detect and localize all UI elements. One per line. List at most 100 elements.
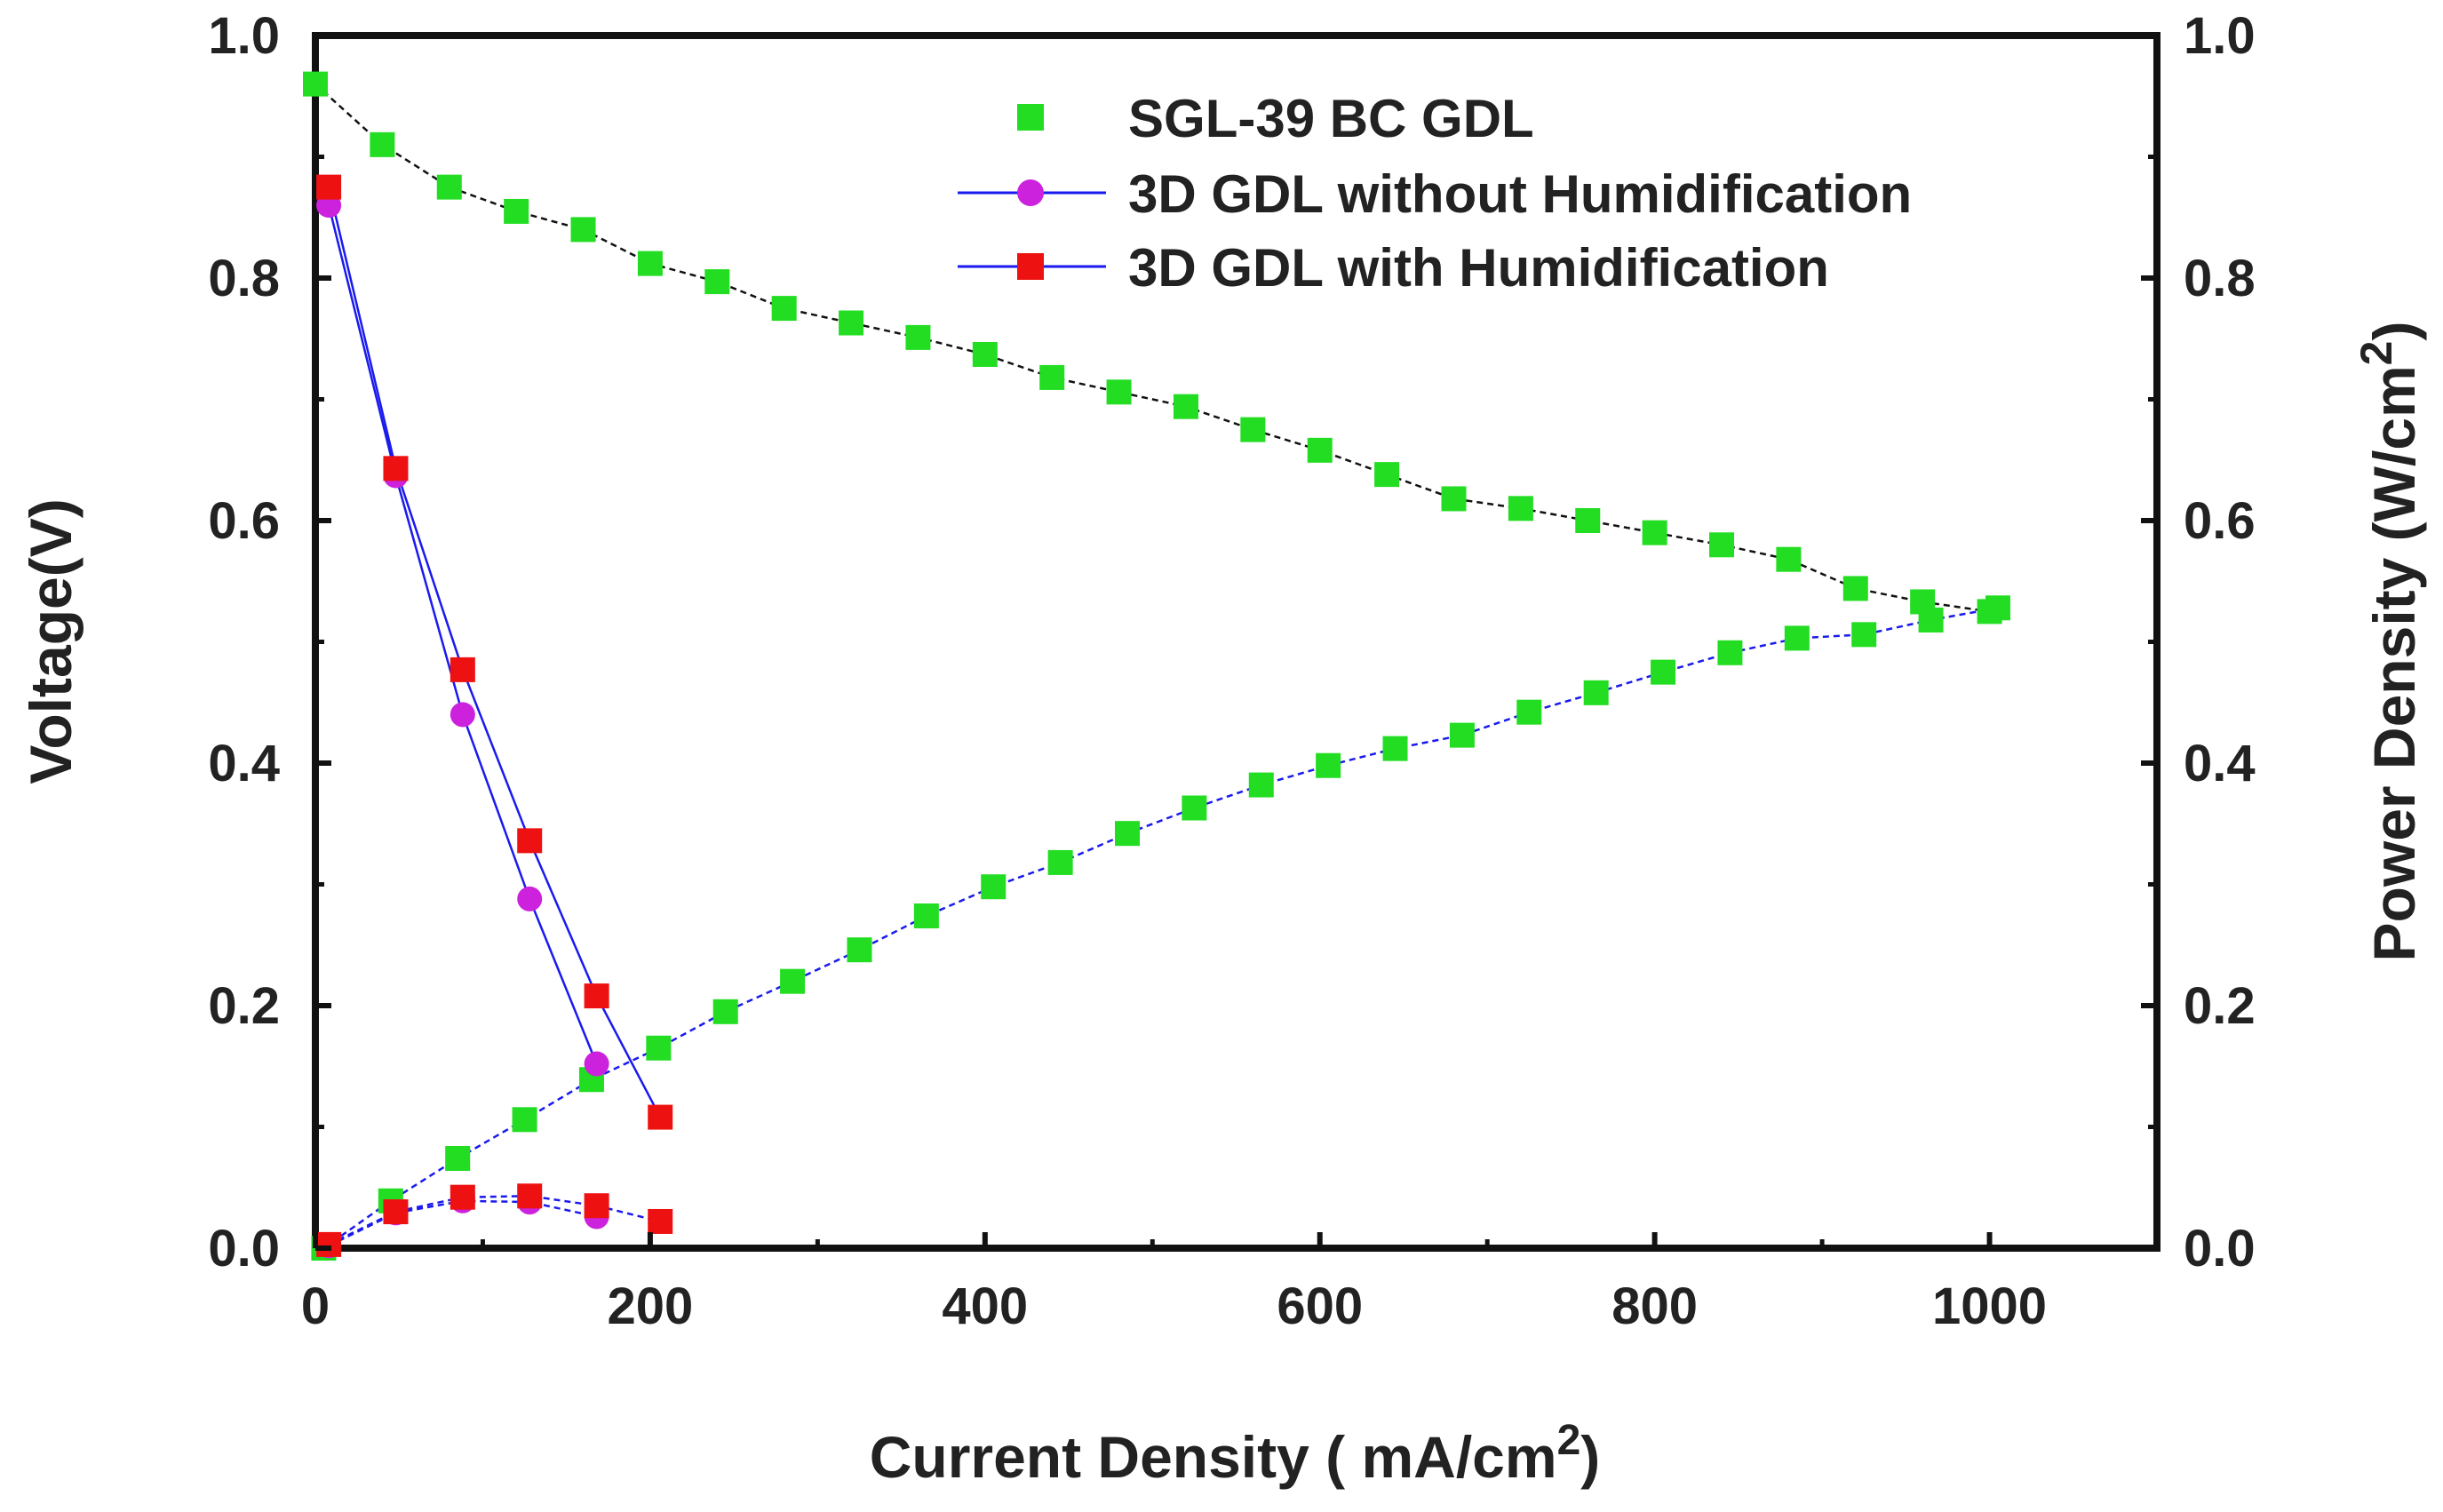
data-point-s2-p4 [584,1051,609,1077]
data-point-s5-p3 [517,1183,543,1209]
x-tick-label: 0 [301,1277,330,1335]
data-point-s1-p15 [1316,752,1341,778]
data-point-s0-p6 [704,269,730,295]
data-point-s1-p19 [1583,680,1609,705]
y-right-tick-label: 0.8 [2184,250,2256,307]
data-point-s0-p1 [370,131,395,157]
data-point-s0-p23 [1842,576,1868,601]
data-point-s0-p12 [1106,379,1132,405]
data-point-s4-p0 [316,174,342,200]
x-tick-label: 1000 [1932,1277,2047,1335]
x-tick-label: 800 [1611,1277,1698,1335]
data-point-s4-p1 [383,456,409,481]
y-right-tick-label: 0.0 [2184,1220,2256,1277]
data-point-s0-p9 [905,324,931,350]
y-left-tick-label: 0.6 [208,492,280,550]
data-point-s1-p20 [1651,659,1676,685]
data-point-s1-p7 [780,968,806,994]
x-tick-label: 600 [1277,1277,1363,1335]
legend-marker-1 [1017,179,1044,206]
data-point-s1-p18 [1516,699,1542,725]
data-point-s1-p25 [1985,595,2010,621]
y-right-tick-label: 0.2 [2184,977,2256,1035]
data-point-s4-p3 [517,828,543,854]
data-point-s5-p0 [316,1231,342,1257]
axis-ticks: 0 200 400 600 800 1000 0.0 0.2 0.4 0.6 0.8 1.0 0.0 0.… [208,7,2255,1335]
data-point-s0-p17 [1441,486,1467,512]
data-point-s0-p3 [504,198,529,224]
series-line-4 [327,187,662,1118]
data-point-s0-p10 [972,341,998,367]
data-point-s4-p2 [450,657,475,682]
y-left-tick-label: 0.4 [208,735,280,792]
y-left-tick-label: 0.0 [208,1220,280,1277]
x-axis-title-main: Current Density ( mA/cm [870,1424,1557,1490]
x-axis-title: Current Density ( mA/cm2) [870,1417,1601,1490]
data-point-s1-p6 [712,999,738,1024]
y-left-tick-label: 0.2 [208,977,280,1035]
data-point-s1-p11 [1047,849,1073,875]
data-point-s4-p5 [648,1104,673,1130]
data-point-s0-p16 [1374,462,1400,488]
data-point-s1-p12 [1115,821,1141,847]
data-point-s1-p5 [646,1035,672,1061]
y-axis-right-title: Power Density (W/cm2) [2351,322,2427,962]
data-point-s0-p21 [1709,532,1735,558]
data-point-s5-p1 [383,1199,409,1225]
data-point-s1-p22 [1784,625,1810,651]
y-axis-left-title: Voltage(V) [18,498,84,784]
data-point-s0-p2 [436,174,462,200]
series-line-2 [327,204,598,1064]
legend-marker-2 [1017,253,1044,280]
data-point-s2-p3 [517,886,543,911]
data-point-s0-p14 [1240,417,1266,442]
data-point-s0-p18 [1508,496,1533,521]
series-line-1 [322,607,1999,1250]
data-point-s0-p20 [1642,520,1667,545]
data-point-s1-p16 [1382,736,1408,761]
x-axis-title-end: ) [1580,1424,1600,1490]
x-axis-title-sup: 2 [1557,1417,1581,1464]
y-right-tick-label: 0.6 [2184,492,2256,550]
legend-label-0: SGL-39 BC GDL [1128,89,1534,148]
y-axis-right-title-sup: 2 [2351,341,2401,366]
data-point-s2-p2 [450,702,475,728]
x-tick-label: 200 [608,1277,694,1335]
data-point-s1-p2 [445,1145,471,1171]
data-point-s1-p10 [981,874,1007,900]
legend-label-2: 3D GDL with Humidification [1128,238,1829,298]
x-tick-label: 400 [942,1277,1028,1335]
data-point-s1-p23 [1851,622,1877,648]
data-point-s0-p0 [303,71,328,97]
data-point-s4-p4 [584,983,609,1009]
y-right-tick-label: 1.0 [2184,7,2256,65]
data-point-s0-p4 [570,217,596,243]
data-point-s0-p11 [1039,364,1065,390]
data-point-s0-p7 [771,296,797,322]
data-point-s1-p9 [913,903,939,928]
data-point-s0-p13 [1173,394,1198,419]
data-point-s1-p3 [512,1107,537,1133]
data-point-s0-p5 [637,251,663,276]
legend-label-1: 3D GDL without Humidification [1128,164,1912,224]
data-point-s1-p17 [1449,722,1475,748]
data-point-s0-p8 [839,310,864,336]
series-markers [303,71,2010,1261]
data-point-s1-p13 [1182,795,1207,821]
data-point-s0-p19 [1575,508,1601,533]
y-left-tick-label: 0.8 [208,250,280,307]
data-point-s1-p24 [1918,607,1944,633]
data-point-s0-p22 [1776,546,1802,572]
data-point-s0-p15 [1307,437,1333,463]
data-point-s5-p5 [648,1208,673,1234]
data-point-s5-p2 [450,1184,475,1210]
data-point-s1-p14 [1248,772,1274,798]
series-line-0 [314,83,1990,613]
y-left-tick-label: 1.0 [208,7,280,65]
legend: SGL-39 BC GDL 3D GDL without Humidificati… [958,89,1912,298]
y-axis-right-title-main: Power Density (W/cm [2361,365,2427,961]
data-point-s5-p4 [584,1193,609,1219]
data-point-s1-p21 [1717,640,1743,665]
y-axis-right-title-end: ) [2361,322,2427,341]
